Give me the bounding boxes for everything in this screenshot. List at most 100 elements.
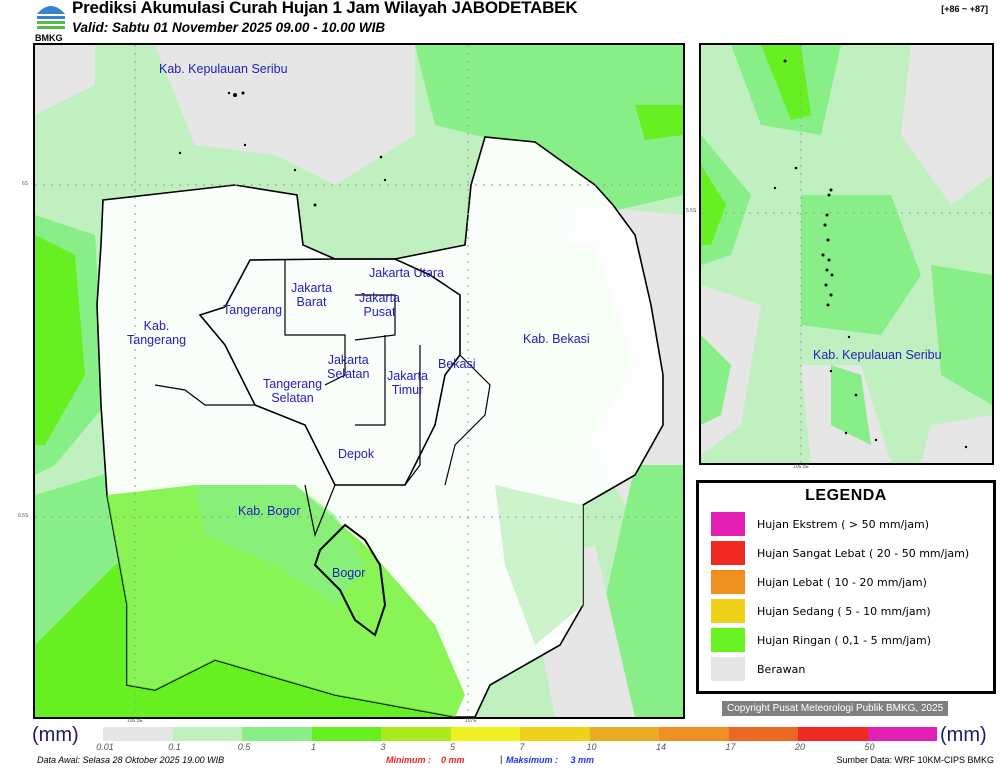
colorbar-tick: 3 xyxy=(380,742,386,752)
legend-title: LEGENDA xyxy=(805,487,887,504)
label-depok: Depok xyxy=(338,447,375,461)
cloud-area xyxy=(921,415,992,463)
rain-area xyxy=(801,195,921,335)
main-map[interactable]: Kab. Kepulauan Seribu Jakarta Utara Jaka… xyxy=(33,43,685,719)
jakarta-boundary xyxy=(198,258,461,486)
rain-area-moderate xyxy=(635,105,683,140)
lon-label: 107E xyxy=(465,718,477,724)
rain-area xyxy=(831,365,871,445)
legend-item: Hujan Lebat ( 10 - 20 mm/jam) xyxy=(711,570,927,594)
lon-label: 106.5E xyxy=(793,464,809,470)
colorbar-tick: 0.1 xyxy=(168,742,181,752)
label-tangerang-selatan: Tangerang Selatan xyxy=(263,377,323,405)
colorbar-tick: 0.01 xyxy=(96,742,114,752)
colorbar-segment xyxy=(589,727,659,741)
rain-area-moderate xyxy=(761,45,811,120)
page-title: Prediksi Akumulasi Curah Hujan 1 Jam Wil… xyxy=(72,0,578,17)
label-kab-bekasi: Kab. Bekasi xyxy=(523,332,590,346)
colorbar-tick: 17 xyxy=(725,742,736,752)
lat-label: 6.5S xyxy=(18,513,29,519)
unit-right: (mm) xyxy=(940,724,987,746)
logo-text: BMKG xyxy=(35,33,63,43)
legend-swatch xyxy=(711,512,745,536)
lat-label: 5.5S xyxy=(686,208,697,214)
colorbar-tick: 50 xyxy=(864,742,875,752)
legend-label: Hujan Ringan ( 0,1 - 5 mm/jam) xyxy=(757,633,932,647)
colorbar xyxy=(103,727,937,741)
colorbar-segment xyxy=(172,727,242,741)
label-kepulauan-seribu: Kab. Kepulauan Seribu xyxy=(813,348,942,362)
legend-swatch xyxy=(711,628,745,652)
maksimum-value: Maksimum : 3 mm xyxy=(506,755,595,765)
legend-item: Hujan Ringan ( 0,1 - 5 mm/jam) xyxy=(711,628,931,652)
district-boundary xyxy=(404,345,421,486)
district-boundary xyxy=(355,335,386,426)
islands xyxy=(178,91,387,207)
label-jakarta-selatan: Jakarta Selatan xyxy=(327,353,370,381)
cloud-area xyxy=(155,45,415,185)
rain-area xyxy=(931,265,992,405)
data-source: Sumber Data: WRF 10KM-CIPS BMKG xyxy=(836,755,994,765)
district-boundary xyxy=(354,294,396,341)
valid-period: Valid: Sabtu 01 November 2025 09.00 - 10… xyxy=(72,20,386,35)
legend-swatch xyxy=(711,541,745,565)
label-jakarta-utara: Jakarta Utara xyxy=(369,266,445,280)
colorbar-segment xyxy=(867,727,937,741)
bmkg-logo xyxy=(33,0,69,44)
lon-label: 106.5E xyxy=(127,718,143,724)
legend-item: Hujan Sedang ( 5 - 10 mm/jam) xyxy=(711,599,931,623)
rain-overlay xyxy=(495,485,583,645)
label-jakarta-pusat: Jakarta Pusat xyxy=(359,291,400,319)
colorbar-segment xyxy=(798,727,868,741)
rain-area-moderate xyxy=(701,165,726,245)
legend-label: Hujan Sedang ( 5 - 10 mm/jam) xyxy=(757,604,931,618)
colorbar-tick: 7 xyxy=(519,742,525,752)
colorbar-segment xyxy=(728,727,798,741)
colorbar-tick: 20 xyxy=(794,742,806,752)
inset-map-kepulauan-seribu[interactable]: Kab. Kepulauan Seribu xyxy=(699,43,994,465)
colorbar-segment xyxy=(520,727,590,741)
data-awal: Data Awal: Selasa 28 Oktober 2025 19.00 … xyxy=(37,755,225,765)
district-boundary xyxy=(304,484,336,538)
colorbar-tick: 1 xyxy=(310,742,317,752)
colorbar-segment xyxy=(311,727,381,741)
rain-area xyxy=(701,335,731,425)
rain-overlay-south xyxy=(107,485,465,717)
colorbar-segment xyxy=(659,727,729,741)
lat-label: 6S xyxy=(22,181,29,187)
rain-area xyxy=(415,45,683,215)
rain-area xyxy=(701,45,741,145)
graticule xyxy=(35,45,683,717)
district-boundary xyxy=(154,384,255,406)
label-jakarta-barat: Jakarta Barat xyxy=(291,281,332,309)
forecast-hour-code: [+86 ~ +87] xyxy=(941,4,988,14)
colorbar-segment xyxy=(103,727,173,741)
legend-label: Hujan Lebat ( 10 - 20 mm/jam) xyxy=(757,575,927,589)
colorbar-segment xyxy=(450,727,520,741)
legend: LEGENDA Hujan Ekstrem ( > 50 mm/jam) Huja… xyxy=(696,480,996,694)
label-bogor: Bogor xyxy=(332,566,366,580)
legend-swatch xyxy=(711,570,745,594)
colorbar-tick: 10 xyxy=(586,742,597,752)
legend-label: Hujan Ekstrem ( > 50 mm/jam) xyxy=(757,517,930,531)
colorbar-segment xyxy=(242,727,312,741)
colorbar-tick: 0.5 xyxy=(237,742,251,752)
label-tangerang: Tangerang xyxy=(223,303,283,317)
legend-item: Hujan Ekstrem ( > 50 mm/jam) xyxy=(711,512,929,536)
unit-left: (mm) xyxy=(32,724,79,746)
minimum-value: Minimum : 0 mm xyxy=(386,755,465,765)
legend-label: Hujan Sangat Lebat ( 20 - 50 mm/jam) xyxy=(757,546,970,560)
graticule xyxy=(701,45,992,463)
label-bekasi: Bekasi xyxy=(438,357,476,371)
label-kab-bogor: Kab. Bogor xyxy=(238,504,301,518)
legend-item: Berawan xyxy=(711,657,805,681)
rain-area-moderate xyxy=(35,235,85,445)
legend-swatch xyxy=(711,599,745,623)
label-kab-tangerang: Kab. Tangerang xyxy=(127,319,187,347)
colorbar-tick: 14 xyxy=(655,742,667,752)
district-boundary xyxy=(444,354,491,486)
district-boundary xyxy=(284,260,346,386)
label-kepulauan-seribu: Kab. Kepulauan Seribu xyxy=(159,62,288,76)
cloud-area xyxy=(35,45,95,115)
bogor-city-boundary xyxy=(313,523,387,637)
